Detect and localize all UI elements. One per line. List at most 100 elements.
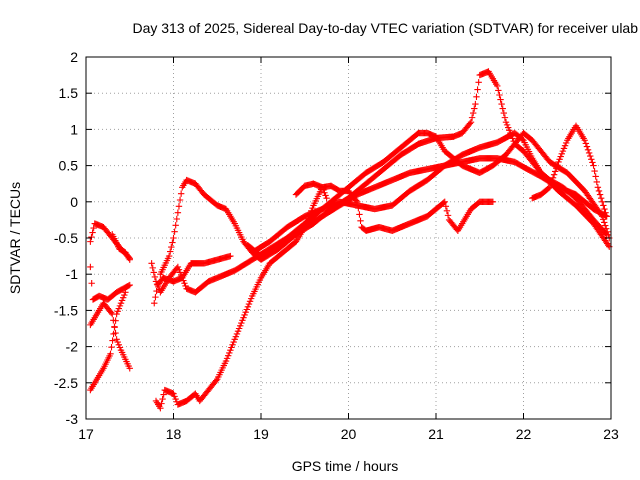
data-point (115, 305, 123, 312)
data-point (489, 198, 497, 205)
data-point (549, 174, 557, 182)
data-point (159, 395, 166, 403)
x-tick-label: 21 (428, 426, 444, 442)
data-point (235, 325, 243, 332)
data-point (441, 198, 448, 205)
data-point (442, 203, 450, 210)
data-point (246, 298, 254, 305)
data-point (149, 264, 156, 272)
data-point (107, 350, 114, 358)
data-point (242, 309, 249, 316)
data-point (90, 224, 97, 232)
data-point (175, 266, 183, 273)
series-sat-j (244, 129, 613, 260)
y-tick-label: -1 (66, 266, 79, 282)
data-point (171, 228, 178, 235)
x-tick-label: 22 (516, 426, 532, 442)
data-point (548, 177, 556, 185)
data-point (168, 243, 175, 251)
data-point (581, 137, 588, 144)
y-tick-label: 0.5 (59, 158, 79, 174)
data-point (473, 93, 480, 101)
y-tick-label: 1 (70, 121, 78, 137)
data-point (165, 252, 173, 260)
data-point (227, 252, 234, 260)
data-point (222, 357, 230, 365)
y-tick-label: 0 (70, 194, 78, 210)
data-point (89, 229, 96, 236)
y-tick-label: -3 (66, 411, 79, 427)
data-point (601, 219, 608, 226)
data-point (117, 299, 125, 307)
data-point (466, 120, 474, 127)
data-point (153, 287, 160, 295)
data-point (554, 161, 561, 169)
data-point (501, 114, 509, 121)
data-point (173, 215, 180, 223)
data-point (170, 234, 177, 242)
data-point (443, 207, 451, 215)
data-point (176, 269, 184, 276)
data-point (126, 281, 133, 289)
x-tick-label: 19 (253, 426, 269, 442)
data-point (594, 184, 602, 191)
data-point (589, 159, 596, 166)
data-point (560, 145, 568, 152)
data-point (169, 239, 176, 246)
data-point (174, 209, 182, 216)
data-point (601, 205, 608, 213)
data-point (498, 100, 505, 108)
data-point (472, 100, 479, 108)
data-point (598, 211, 605, 218)
x-tick-label: 20 (341, 426, 357, 442)
data-point (599, 198, 606, 205)
data-point (157, 404, 164, 412)
data-point (231, 336, 238, 343)
data-point (561, 142, 569, 149)
data-point (600, 202, 607, 209)
x-axis-label: GPS time / hours (292, 458, 399, 474)
data-point (503, 121, 511, 129)
x-tick-label: 23 (603, 426, 619, 442)
data-point (444, 212, 452, 219)
data-point (591, 167, 598, 175)
data-point (553, 165, 560, 172)
data-point (604, 228, 611, 235)
data-point (176, 196, 184, 204)
data-point (126, 256, 133, 263)
data-point (557, 153, 564, 160)
data-point (556, 156, 563, 163)
data-point (122, 289, 129, 296)
data-point (230, 338, 237, 346)
data-point (496, 91, 503, 99)
data-point (115, 341, 123, 348)
data-point (158, 400, 165, 407)
data-point (244, 303, 252, 310)
data-point (494, 82, 501, 90)
series-sat-k (249, 129, 613, 256)
data-point (320, 186, 327, 194)
series-sat-m (292, 180, 330, 202)
data-point (469, 109, 477, 117)
data-point (562, 139, 570, 147)
data-point (112, 317, 119, 324)
data-point (605, 241, 612, 249)
data-point (467, 118, 475, 126)
data-point (247, 295, 255, 302)
data-point (584, 146, 592, 153)
data-point (239, 317, 246, 324)
data-point (151, 273, 159, 281)
data-point (234, 328, 242, 335)
y-tick-label: 2 (70, 49, 78, 65)
data-point (603, 213, 610, 220)
data-point (113, 310, 120, 318)
data-point (175, 203, 183, 210)
data-point (171, 393, 178, 400)
grid (86, 57, 611, 419)
data-point (150, 269, 158, 276)
data-point (506, 127, 513, 134)
data-point (499, 105, 506, 112)
data-point (88, 280, 95, 287)
data-point (558, 150, 565, 158)
